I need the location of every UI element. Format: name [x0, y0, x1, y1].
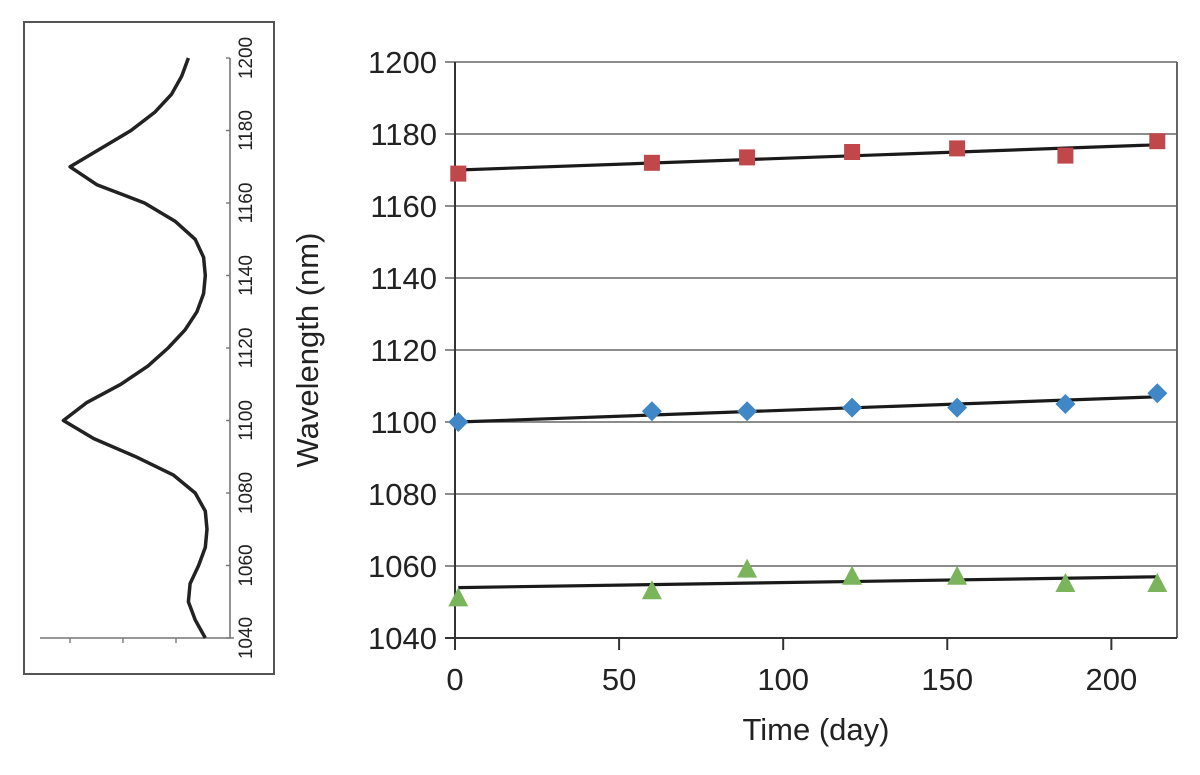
peak-1055-marker [1055, 573, 1076, 592]
x-tick-label: 200 [1085, 662, 1137, 697]
spectrum-tick-label: 1180 [236, 110, 257, 151]
y-tick-label: 1040 [368, 621, 437, 656]
data-points [448, 133, 1168, 607]
spectrum-tick-label: 1060 [236, 544, 257, 586]
peak-1055-fit-line [458, 575, 1158, 590]
peak-1170-marker [844, 144, 861, 160]
y-tick-label: 1200 [368, 45, 437, 80]
x-tick-label: 50 [602, 662, 636, 697]
y-tick-label: 1060 [368, 549, 437, 584]
spectrum-tick-label: 1200 [236, 37, 257, 79]
peak-1055-marker [842, 565, 863, 585]
fit-lines [458, 143, 1158, 590]
spectrum-tick-label: 1120 [236, 328, 257, 369]
peak-1100-marker [947, 397, 968, 418]
x-tick-label: 0 [446, 662, 463, 697]
peak-1170-fit-line [458, 143, 1158, 172]
gridlines [445, 61, 1177, 639]
peak-1100-marker [1055, 394, 1076, 414]
peak-1055-marker [947, 565, 968, 585]
x-tick-label: 150 [921, 662, 973, 697]
peak-1170-marker [739, 149, 756, 166]
spectrum-frame [23, 21, 275, 675]
spectrum-tick-label: 1140 [236, 255, 257, 296]
peak-1170-marker [949, 140, 966, 157]
spectrum-tick-label: 1080 [236, 472, 257, 514]
peak-1055-marker [641, 580, 662, 600]
peak-1100-fit-line [458, 395, 1158, 424]
axes: 1040 1060 1080 1100 1120 1140 1160 1180 1200 0 50 1… [368, 45, 1178, 697]
y-tick-label: 1140 [370, 261, 437, 296]
spectrum-curve [61, 57, 209, 639]
spectrum-tick-label: 1100 [236, 400, 257, 441]
y-tick-label: 1080 [368, 477, 437, 512]
spectrum-panel: 1040 1060 1080 1100 1120 1140 1160 1180 1200 [23, 21, 275, 675]
peak-1055-marker [1147, 573, 1168, 592]
peak-1170-marker [643, 154, 660, 171]
peak-1170-marker [450, 165, 467, 182]
peak-1055-marker [737, 558, 758, 578]
peak-1100-marker [842, 397, 863, 418]
y-tick-label: 1100 [370, 405, 437, 440]
peak-1055-marker [448, 587, 469, 607]
x-axis-label: Time (day) [743, 712, 890, 747]
peak-1100-marker [448, 412, 469, 432]
peak-1170-marker [1149, 133, 1166, 150]
wavelength-vs-time-plot: 1040 1060 1080 1100 1120 1140 1160 1180 1200 0 50 1… [290, 45, 1178, 747]
spectrum-tick-label: 1160 [236, 183, 257, 224]
peak-1100-marker [737, 401, 758, 422]
y-tick-label: 1180 [370, 117, 437, 152]
y-tick-label: 1160 [370, 189, 437, 224]
x-tick-label: 100 [757, 662, 809, 697]
peak-1170-marker [1057, 147, 1074, 164]
spectrum-tick-label: 1040 [236, 617, 257, 659]
y-axis-label: Wavelength (nm) [290, 233, 325, 468]
y-tick-label: 1120 [370, 333, 437, 368]
peak-1100-marker [641, 401, 662, 422]
spectrum-wavelength-axis: 1040 1060 1080 1100 1120 1140 1160 1180 1200 [40, 37, 257, 659]
peak-1100-marker [1147, 383, 1168, 404]
